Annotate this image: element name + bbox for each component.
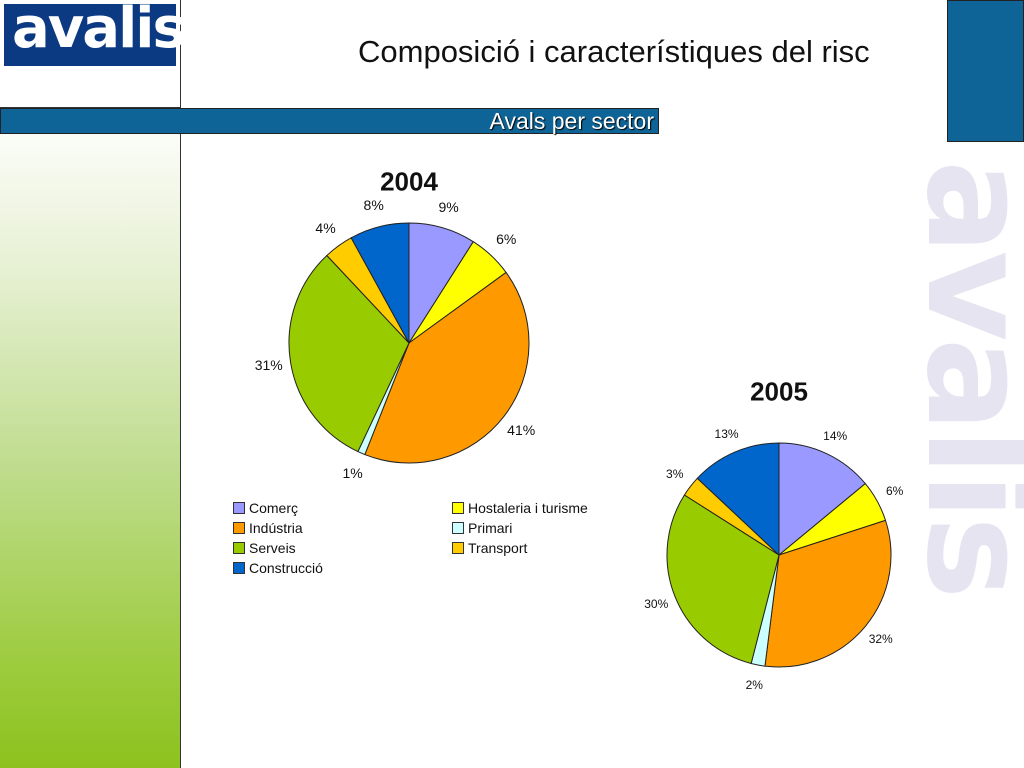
legend-swatch <box>233 502 245 515</box>
pie-label-2004-comer-: 9% <box>438 198 459 215</box>
pie-slice-2004-construcci- <box>350 222 410 344</box>
pie-label-2005-comer-: 14% <box>823 428 848 443</box>
pie-label-2005-transport: 3% <box>666 467 684 482</box>
legend-label: Transport <box>468 540 528 556</box>
logo-mark: avalis <box>4 0 186 66</box>
legend-swatch <box>452 502 464 515</box>
legend-swatch <box>233 542 245 555</box>
pie-label-2005-serveis: 30% <box>644 596 669 611</box>
legend-item-hostaleria-i-turisme: Hostaleria i turisme <box>452 500 588 516</box>
pie-label-2004-construcci-: 8% <box>363 197 384 214</box>
logo-text: avalis <box>12 0 186 61</box>
legend-label: Hostaleria i turisme <box>468 500 588 516</box>
pie-label-2004-primari: 1% <box>342 465 363 482</box>
page-title: Composició i característiques del risc <box>358 34 870 69</box>
pie-label-2005-primari: 2% <box>745 677 763 692</box>
legend-item-comer-: Comerç <box>233 500 298 516</box>
section-bar: Avals per sector <box>0 108 659 134</box>
logo-subtitle: DE CATALUNYA SGR <box>6 48 172 60</box>
legend-item-transport: Transport <box>452 540 527 556</box>
legend-item-primari: Primari <box>452 520 512 536</box>
legend-swatch <box>233 522 245 535</box>
legend-label: Indústria <box>249 520 303 536</box>
section-label: Avals per sector <box>489 108 654 134</box>
legend-label: Serveis <box>249 540 296 556</box>
chart-title-2004: 2004 <box>380 166 438 197</box>
chart-title-2005: 2005 <box>750 376 808 407</box>
pie-slice-2005-ind-stria <box>764 519 892 668</box>
pie-label-2004-serveis: 31% <box>254 357 283 374</box>
pie-label-2004-transport: 4% <box>315 220 336 237</box>
pie-slice-2005-comer- <box>778 442 867 557</box>
pie-label-2005-ind-stria: 32% <box>868 632 893 647</box>
legend-swatch <box>452 522 464 535</box>
legend-swatch <box>233 562 245 575</box>
pie-label-2005-construcci-: 13% <box>714 426 739 441</box>
pie-label-2005-hostaleria-i-turisme: 6% <box>886 484 904 499</box>
legend-label: Primari <box>468 520 513 536</box>
pie-slice-2005-serveis <box>666 494 780 665</box>
legend-item-ind-stria: Indústria <box>233 520 303 536</box>
sidebar-gradient <box>0 108 181 768</box>
pie-slice-2005-construcci- <box>696 442 780 557</box>
pie-slice-2004-serveis <box>288 254 410 453</box>
legend-item-construcci-: Construcció <box>233 560 323 576</box>
pie-label-2004-hostaleria-i-turisme: 6% <box>496 231 517 248</box>
legend-label: Construcció <box>249 560 323 576</box>
pie-slice-2004-ind-stria <box>364 271 530 464</box>
legend-swatch <box>452 542 464 555</box>
logo: avalis DE CATALUNYA SGR <box>0 0 186 108</box>
legend-item-serveis: Serveis <box>233 540 296 556</box>
pie-label-2004-ind-stria: 41% <box>507 422 536 439</box>
legend-label: Comerç <box>249 500 299 516</box>
